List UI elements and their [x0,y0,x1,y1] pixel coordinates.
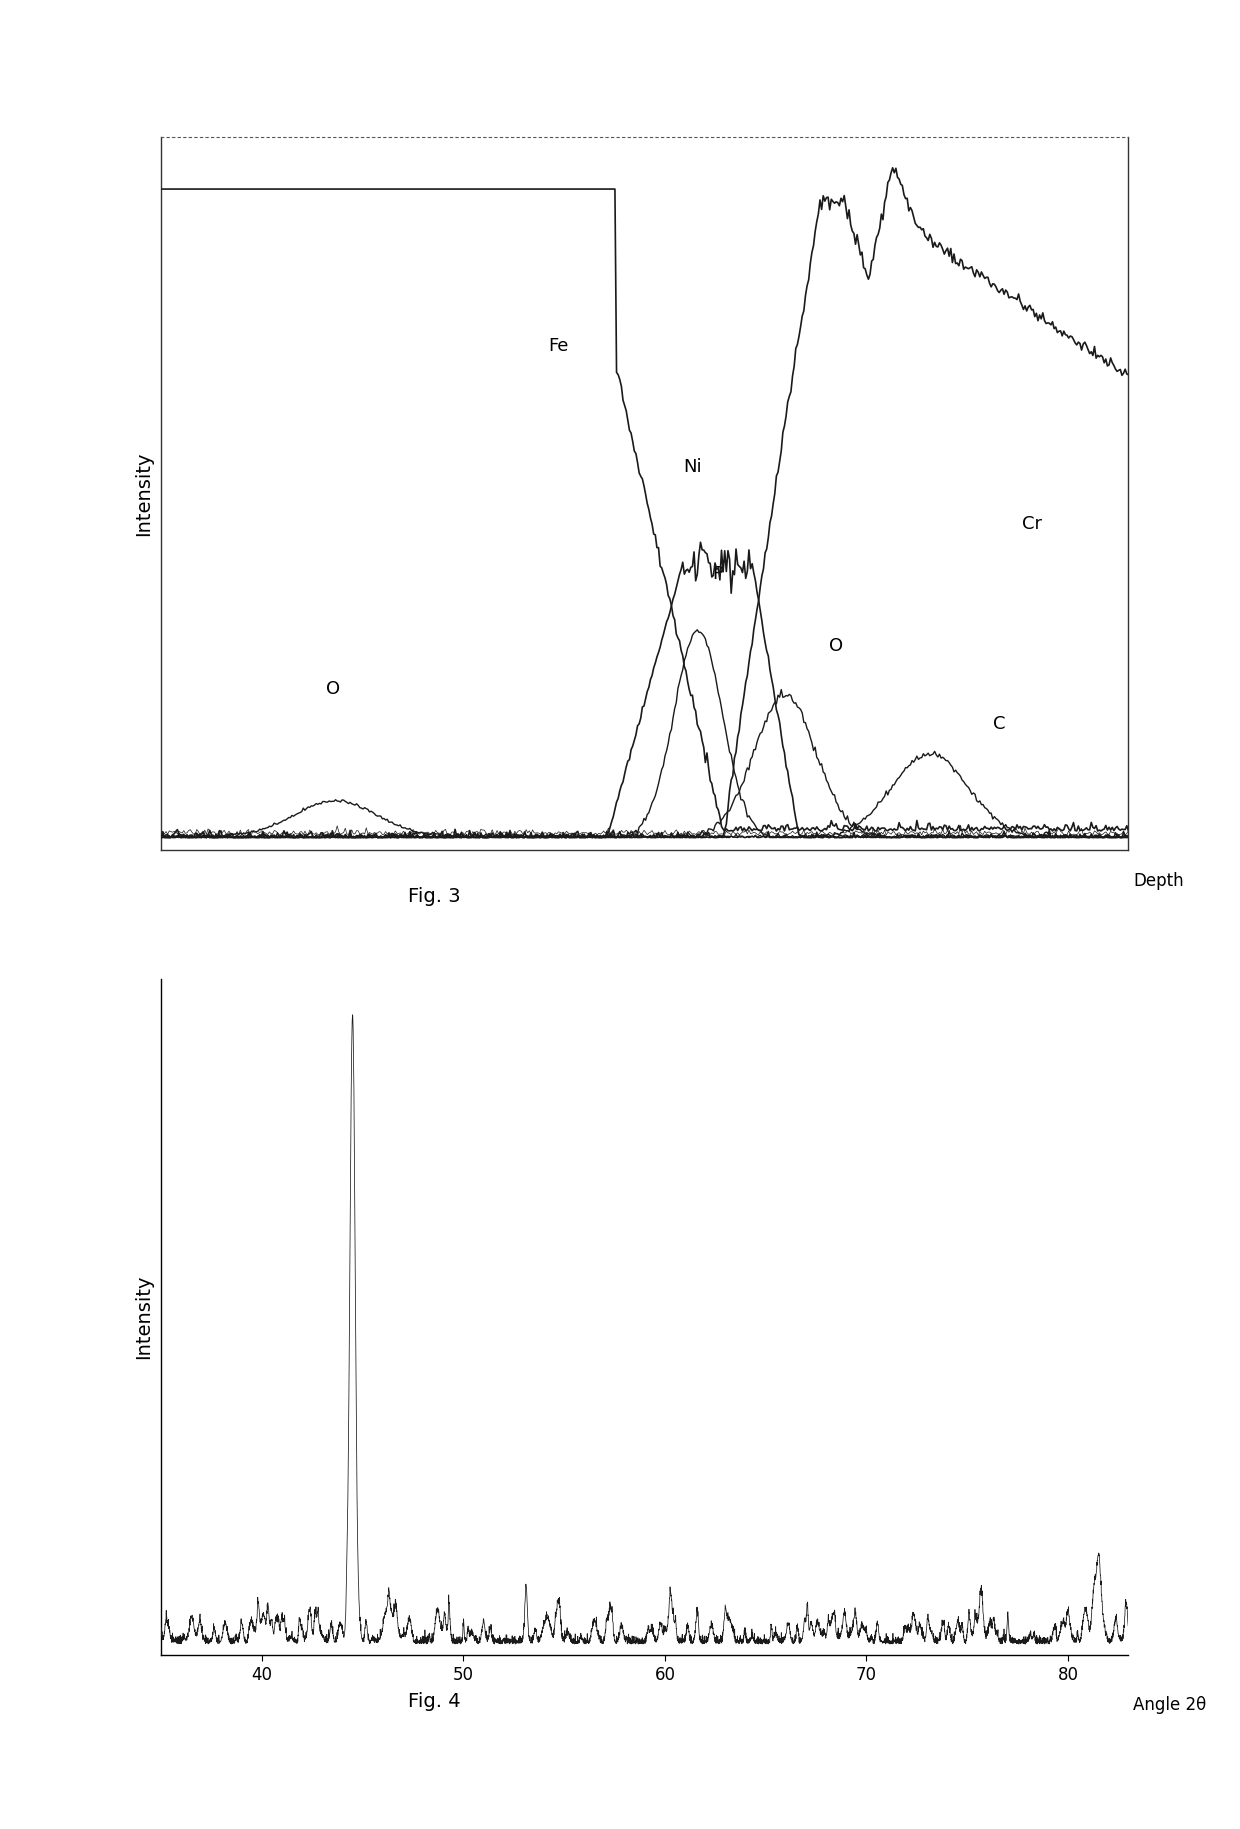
Text: Fe: Fe [548,337,568,355]
Text: Depth: Depth [1133,872,1184,891]
Y-axis label: Intensity: Intensity [134,1275,153,1359]
Text: P: P [713,565,723,583]
Text: Fig. 3: Fig. 3 [408,887,460,905]
Text: O: O [326,680,340,697]
Text: Cr: Cr [1022,516,1042,534]
Y-axis label: Intensity: Intensity [134,452,153,536]
Text: O: O [828,636,843,655]
Text: Fig. 4: Fig. 4 [408,1692,460,1710]
Text: C: C [993,715,1006,733]
Text: Ni: Ni [683,459,702,476]
Text: Angle 2θ: Angle 2θ [1133,1695,1207,1714]
